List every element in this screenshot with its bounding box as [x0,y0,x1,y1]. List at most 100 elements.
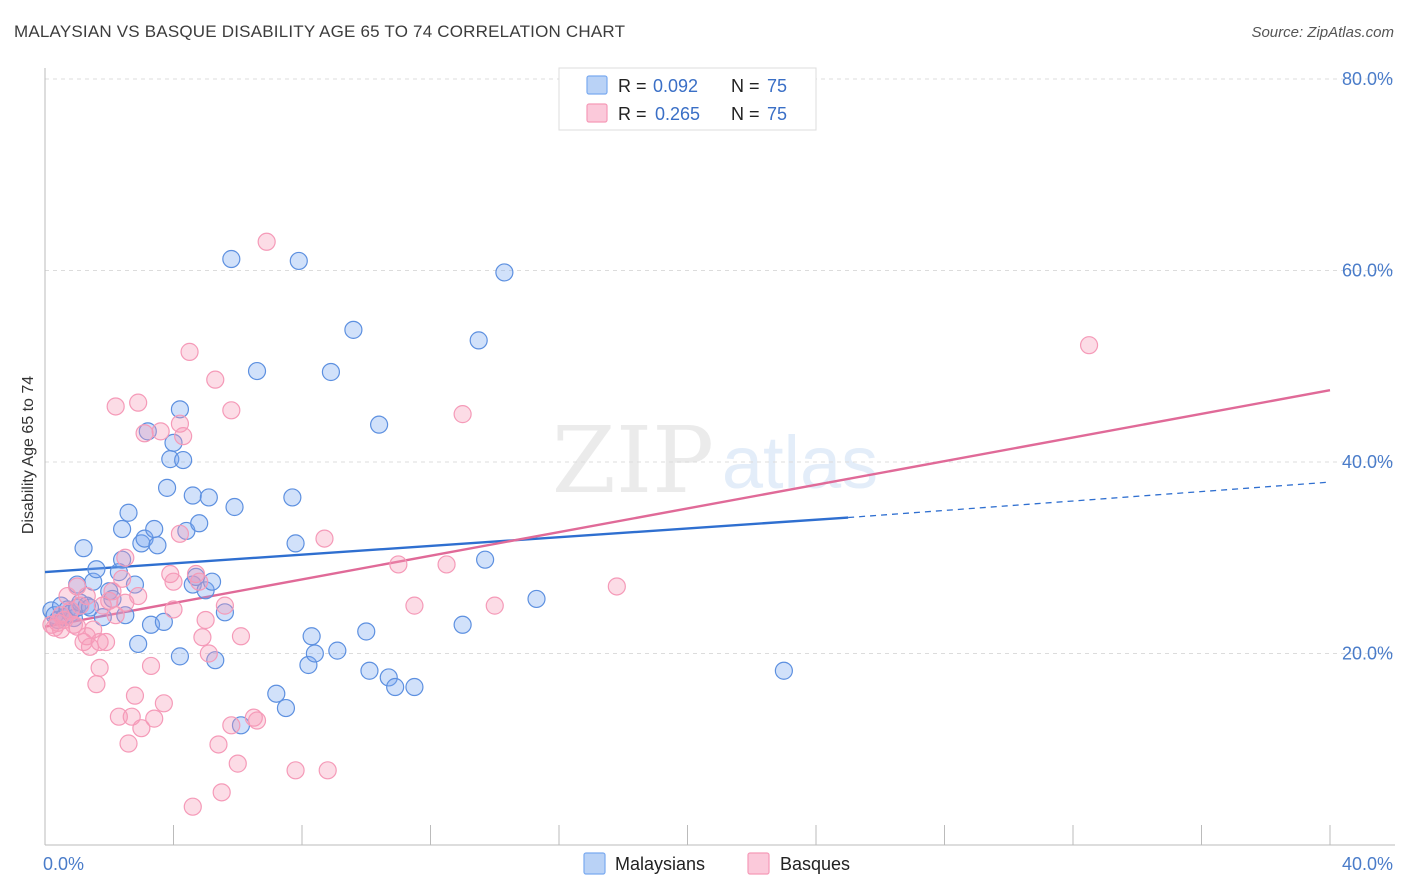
malaysians-point [405,677,424,697]
malaysians-trend-extension [848,481,1331,519]
source-label: Source: ZipAtlas.com [1251,24,1394,41]
malaysians-point [164,433,183,452]
basques-point [209,735,228,754]
malaysians-point [302,627,321,646]
malaysians-point [247,361,267,381]
malaysians-point [283,488,302,507]
basques-point [119,734,138,753]
legend-swatch-malaysians [586,75,608,95]
basques-point [96,632,116,652]
basques-point [485,596,504,615]
basques-point [231,627,251,646]
bottom-legend-malaysians: Malaysians [615,854,705,874]
malaysians-point [154,612,173,632]
malaysians-point [276,698,296,718]
malaysians-point [215,603,234,622]
malaysians-point [206,651,225,670]
basques-point [116,548,135,567]
basques-point [1079,336,1099,355]
basques-point [315,529,334,548]
malaysians-point [183,486,202,505]
x-tick-label: 40.0% [1342,854,1393,874]
basques-point [453,405,472,424]
malaysians-point [199,488,218,507]
basques-point [215,596,234,615]
malaysians-point [225,497,244,517]
malaysians-point [357,622,376,641]
basques-point [174,427,193,446]
malaysians-point [476,550,495,569]
chart-title: MALAYSIAN VS BASQUE DISABILITY AGE 65 TO… [14,22,626,41]
basques-point [389,555,408,574]
basques-point [68,577,87,596]
basques-point [164,600,183,619]
malaysians-point [321,362,341,382]
malaysians-point [453,615,472,634]
basques-point [90,632,109,652]
bottom-legend-basques: Basques [780,854,850,874]
basques-point [244,708,263,727]
y-axis-label: Disability Age 65 to 74 [20,376,37,534]
legend-n-value-1: 75 [767,76,787,96]
basques-point [257,232,276,251]
y-tick-label: 40.0% [1342,452,1393,472]
malaysians-point [170,400,190,419]
malaysians-point [370,415,389,434]
malaysians-point [112,550,132,569]
legend-swatch-basques [586,103,608,123]
malaysians-point [148,536,167,555]
malaysians-point [305,644,324,663]
basques-point [247,711,267,730]
malaysians-point [267,684,286,703]
malaysians-point [157,478,177,497]
y-tick-label: 80.0% [1342,69,1393,89]
malaysians-point [202,572,222,591]
malaysians-point [286,534,305,553]
malaysians-point [174,450,193,470]
malaysians-point [129,634,148,654]
malaysians-point [87,560,106,579]
legend: R = 0.092 N = 75 R = 0.265 N = 75 [558,67,817,131]
basques-point [164,572,183,591]
basques-point [145,709,164,728]
basques-point [141,656,161,676]
bottom-legend-swatch-basques [747,852,770,875]
malaysians-point [299,655,318,675]
basques-point [51,606,71,625]
basques-point [222,716,241,735]
malaysians-point [74,539,93,558]
basques-point [196,610,215,630]
bottom-legend-swatch-malaysians [583,852,606,875]
malaysians-point [289,251,308,271]
malaysians-point [190,514,209,533]
basques-point [64,615,84,634]
legend-r-value-1: 0.092 [653,76,698,96]
basques-point [109,707,128,726]
basques-point [170,524,190,543]
malaysians-points [42,249,793,735]
basques-point [318,761,337,780]
basques-point [90,658,109,677]
malaysians-trend-line [44,516,849,574]
basques-point [405,596,424,615]
basques-point [58,586,77,606]
axes [44,68,1395,846]
malaysians-point [116,606,135,625]
malaysians-point [112,519,132,539]
basques-point [437,555,456,574]
legend-n-label-1: N = [731,76,760,96]
malaysians-point [138,422,157,441]
x-tick-label: 0.0% [43,854,84,874]
malaysians-point [145,519,164,539]
basques-point [125,686,145,705]
basques-point [190,572,209,591]
tick-labels: 20.0% 40.0% 60.0% 80.0% 0.0% 40.0% [43,69,1393,874]
basques-points [42,232,1099,816]
basques-point [77,586,96,606]
basques-point [61,601,80,620]
malaysians-point [344,320,363,339]
y-tick-label: 20.0% [1342,644,1393,664]
legend-r-label-2: R = [618,104,647,124]
basques-point [286,761,305,780]
legend-r-label-1: R = [618,76,647,96]
